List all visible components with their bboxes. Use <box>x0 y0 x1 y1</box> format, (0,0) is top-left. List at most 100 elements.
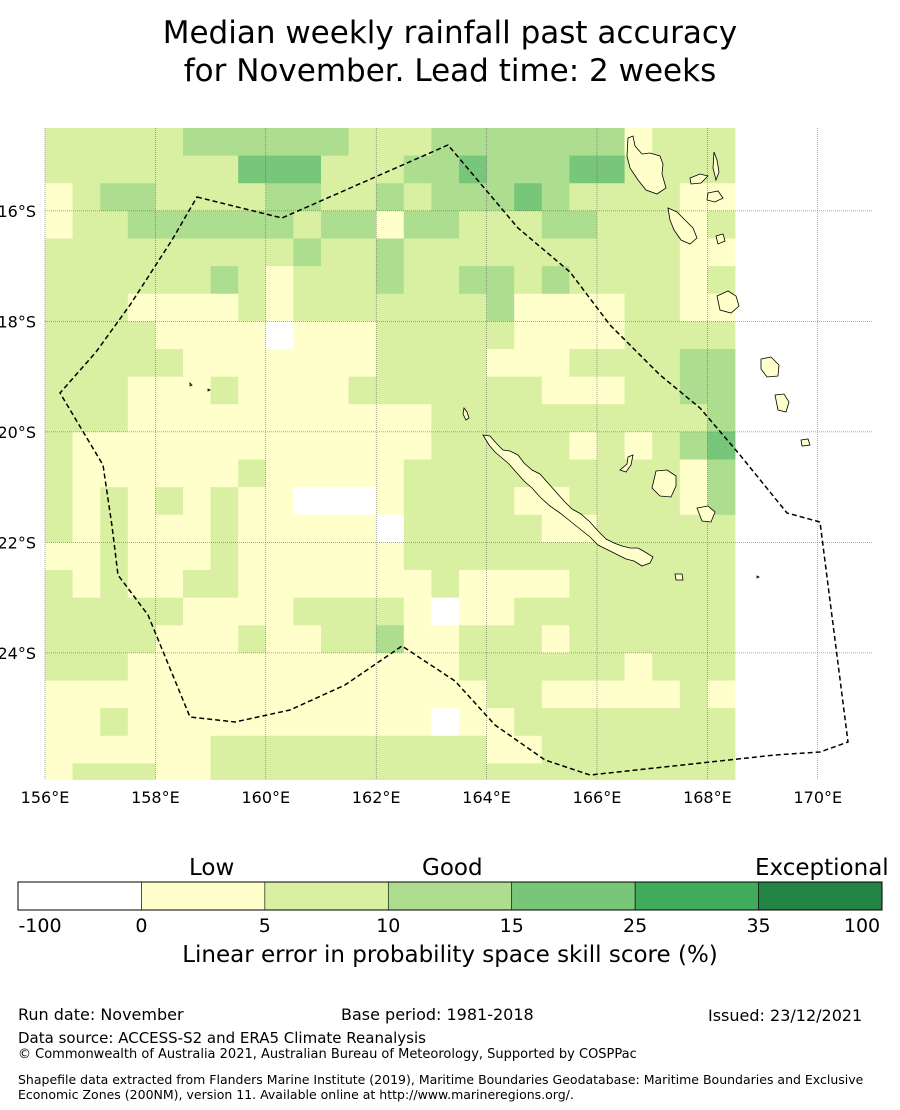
grid-cell <box>293 266 322 295</box>
grid-cell <box>100 376 129 405</box>
grid-cell <box>127 266 156 295</box>
grid-cell <box>541 708 570 737</box>
grid-cell <box>431 404 460 433</box>
grid-cell <box>679 597 708 626</box>
grid-cell <box>403 293 432 322</box>
colorbar-bin <box>634 881 759 911</box>
grid-cell <box>155 128 184 157</box>
grid-cell <box>376 597 405 626</box>
grid-cell <box>514 735 543 764</box>
grid-cell <box>100 791 128 819</box>
y-tick-label: 20°S <box>0 423 36 442</box>
grid-cell <box>265 680 294 709</box>
base-period: Base period: 1981-2018 <box>341 1005 534 1024</box>
grid-cell <box>376 349 405 378</box>
y-tick-labels: 16°S 18°S 20°S 22°S 24°S <box>0 202 36 663</box>
grid-cell <box>486 404 515 433</box>
grid-cell <box>652 514 681 543</box>
grid-cell <box>210 680 239 709</box>
grid-cell <box>652 349 681 378</box>
grid-cell <box>321 266 349 295</box>
grid-cell <box>265 376 294 405</box>
grid-cell <box>569 735 598 764</box>
grid-cell <box>376 431 405 460</box>
grid-cell <box>376 155 405 184</box>
grid-cell <box>72 487 101 516</box>
grid-cell <box>127 625 156 654</box>
grid-cell <box>183 763 211 780</box>
grid-cell <box>155 321 184 350</box>
grid-cell <box>183 625 211 654</box>
grid-cell <box>348 349 377 378</box>
grid-cell <box>486 652 515 681</box>
grid-cell <box>100 210 129 239</box>
grid-cell <box>155 680 184 709</box>
grid-cell <box>459 238 487 267</box>
y-tick-label: 22°S <box>0 533 36 552</box>
grid-cell <box>100 293 129 322</box>
colorbar <box>17 881 883 911</box>
grid-cell <box>707 708 736 737</box>
grid-cell <box>679 349 708 378</box>
grid-cell <box>376 514 405 543</box>
grid-cell <box>597 293 625 322</box>
grid-cell <box>403 155 432 184</box>
grid-cell <box>569 349 598 378</box>
grid-cell <box>72 183 101 212</box>
grid-cell <box>459 735 487 764</box>
grid-cell <box>459 542 487 571</box>
grid-cell <box>265 238 294 267</box>
island-pentecost <box>712 151 720 182</box>
grid-cell <box>127 763 156 780</box>
grid-cell <box>514 625 543 654</box>
grid-cell <box>541 349 570 378</box>
grid-cell <box>707 128 736 157</box>
grid-cell <box>210 376 239 405</box>
grid-cell <box>431 155 460 184</box>
grid-cell <box>45 597 73 626</box>
grid-cell <box>486 376 515 405</box>
grid-cell <box>459 570 487 599</box>
grid-cell <box>293 487 322 516</box>
grid-cell <box>431 708 460 737</box>
grid-cell <box>569 597 598 626</box>
grid-cell <box>210 597 239 626</box>
grid-cell <box>624 514 653 543</box>
grid-cell <box>238 652 267 681</box>
grid-cell <box>155 431 184 460</box>
grid-cell <box>486 708 515 737</box>
grid-cell <box>431 487 460 516</box>
colorbar-frame <box>17 881 883 911</box>
grid-cell <box>569 376 598 405</box>
grid-cell <box>679 183 708 212</box>
grid-cell <box>348 210 377 239</box>
grid-cell <box>238 680 267 709</box>
grid-cell <box>293 625 322 654</box>
grid-cell <box>541 763 570 780</box>
grid-cell <box>431 459 460 488</box>
grid-cell <box>679 266 708 295</box>
grid-cell <box>210 238 239 267</box>
grid-cell <box>127 349 156 378</box>
grid-cell <box>541 431 570 460</box>
grid-cell <box>514 514 543 543</box>
grid-cell <box>265 735 294 764</box>
grid-cell <box>376 708 405 737</box>
grid-cell <box>541 514 570 543</box>
grid-cell <box>72 376 101 405</box>
grid-cell <box>45 183 73 212</box>
grid-cell <box>707 266 736 295</box>
grid-cell <box>431 791 459 819</box>
grid-cell <box>127 376 156 405</box>
grid-cell <box>514 349 543 378</box>
grid-cell <box>403 321 432 350</box>
grid-cell <box>679 680 708 709</box>
grid-cell <box>652 708 681 737</box>
grid-cell <box>597 183 625 212</box>
colorbar-bin <box>264 881 389 911</box>
grid-cell <box>321 763 349 780</box>
grid-cell <box>431 652 460 681</box>
colorbar-tick-label: 100 <box>844 915 880 937</box>
grid-cell <box>183 542 211 571</box>
grid-cell <box>597 708 625 737</box>
